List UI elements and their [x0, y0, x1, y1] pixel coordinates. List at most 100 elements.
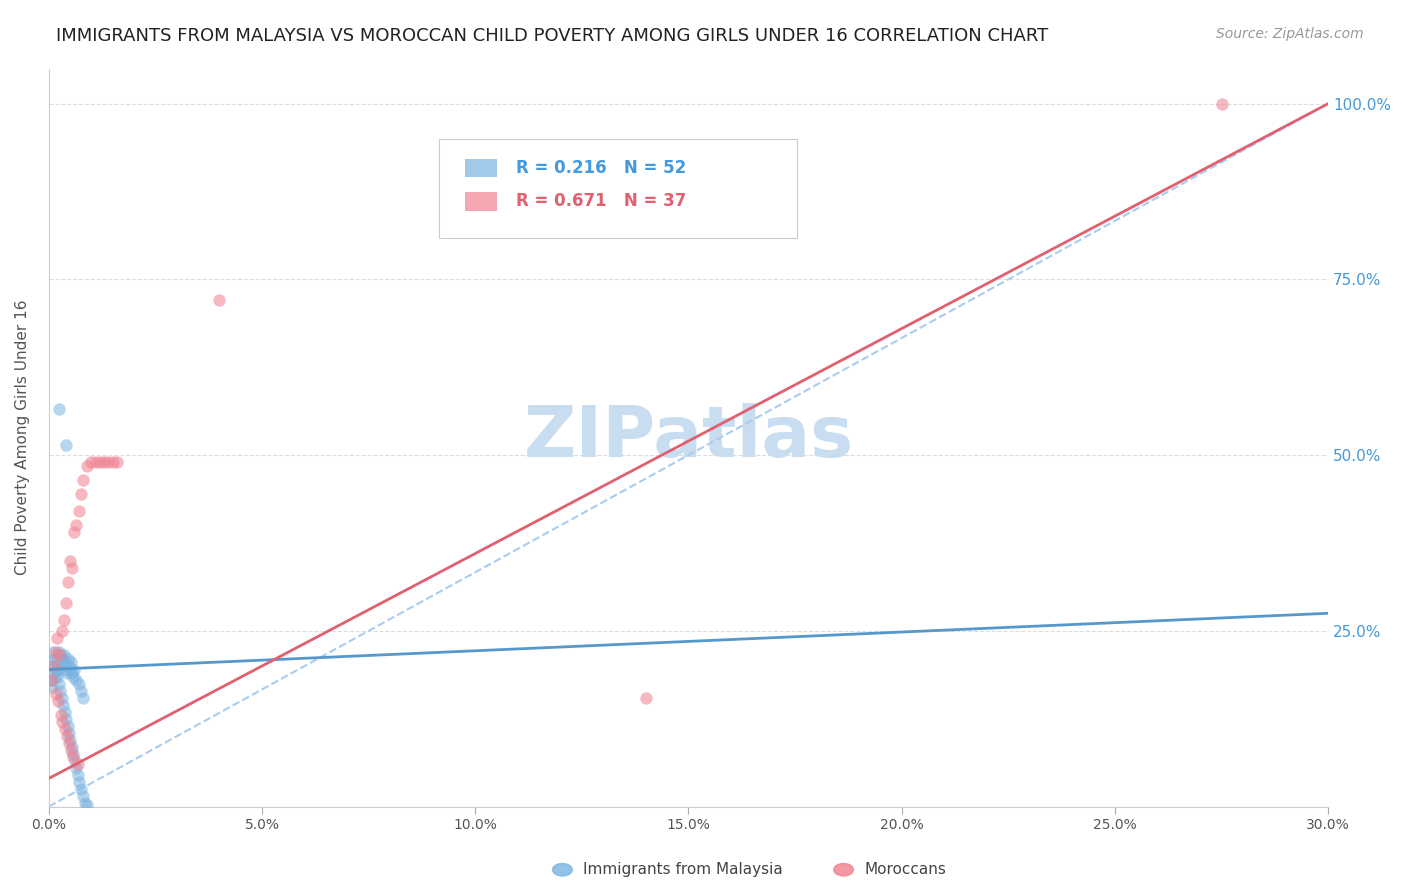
Text: R = 0.216   N = 52: R = 0.216 N = 52 — [516, 159, 686, 178]
Point — [51, 624, 73, 638]
FancyBboxPatch shape — [439, 138, 797, 238]
Point — [72, 789, 94, 803]
Point — [76, 458, 98, 473]
Point — [52, 648, 75, 663]
Point — [45, 687, 67, 701]
Point — [84, 455, 107, 469]
Point — [48, 645, 70, 659]
Point — [67, 504, 90, 518]
Point — [89, 455, 111, 469]
Point — [65, 761, 87, 775]
Point — [46, 663, 69, 677]
Point — [69, 487, 91, 501]
Point — [59, 553, 82, 567]
Point — [58, 659, 80, 673]
Point — [44, 652, 66, 666]
Point — [55, 663, 77, 677]
Point — [76, 798, 98, 813]
Point — [62, 750, 84, 764]
Point — [69, 775, 91, 789]
Point — [60, 666, 83, 681]
Point — [53, 656, 76, 670]
Point — [56, 574, 79, 589]
Point — [48, 402, 70, 417]
Point — [63, 754, 86, 768]
Point — [45, 652, 67, 666]
Point — [62, 747, 84, 761]
Point — [59, 732, 82, 747]
Point — [55, 666, 77, 681]
Point — [42, 645, 65, 659]
Point — [44, 669, 66, 683]
Point — [45, 645, 67, 659]
Point — [634, 690, 657, 705]
Point — [67, 676, 90, 690]
Point — [41, 659, 63, 673]
Point — [46, 659, 69, 673]
Point — [93, 455, 115, 469]
FancyBboxPatch shape — [464, 159, 496, 178]
Text: ZIPatlas: ZIPatlas — [523, 403, 853, 472]
Point — [56, 652, 79, 666]
Point — [49, 683, 72, 698]
Point — [59, 656, 82, 670]
Text: Source: ZipAtlas.com: Source: ZipAtlas.com — [1216, 27, 1364, 41]
Point — [105, 455, 128, 469]
Point — [66, 768, 89, 782]
Point — [55, 596, 77, 610]
Point — [41, 680, 63, 694]
FancyBboxPatch shape — [464, 192, 496, 211]
Point — [63, 663, 86, 677]
Point — [60, 739, 83, 754]
Point — [52, 613, 75, 627]
Point — [48, 676, 70, 690]
Point — [97, 455, 120, 469]
Point — [72, 690, 94, 705]
Point — [66, 757, 89, 772]
Text: Moroccans: Moroccans — [865, 863, 946, 877]
Point — [101, 455, 124, 469]
Point — [49, 708, 72, 723]
Point — [55, 729, 77, 743]
Point — [1211, 96, 1233, 111]
Point — [52, 698, 75, 712]
Point — [53, 723, 76, 737]
Point — [62, 669, 84, 683]
Point — [58, 736, 80, 750]
Text: Immigrants from Malaysia: Immigrants from Malaysia — [583, 863, 783, 877]
Point — [51, 690, 73, 705]
Point — [55, 437, 77, 451]
Text: IMMIGRANTS FROM MALAYSIA VS MOROCCAN CHILD POVERTY AMONG GIRLS UNDER 16 CORRELAT: IMMIGRANTS FROM MALAYSIA VS MOROCCAN CHI… — [56, 27, 1049, 45]
Text: R = 0.671   N = 37: R = 0.671 N = 37 — [516, 193, 686, 211]
Point — [51, 715, 73, 730]
Point — [41, 673, 63, 687]
Point — [49, 648, 72, 663]
Point — [69, 683, 91, 698]
Y-axis label: Child Poverty Among Girls Under 16: Child Poverty Among Girls Under 16 — [15, 300, 30, 575]
Point — [80, 455, 103, 469]
Point — [55, 712, 77, 726]
Point — [73, 796, 96, 810]
Point — [208, 293, 231, 308]
Point — [59, 663, 82, 677]
Point — [60, 743, 83, 757]
Point — [45, 669, 67, 683]
Point — [46, 694, 69, 708]
Point — [51, 652, 73, 666]
Point — [52, 659, 75, 673]
Point — [65, 518, 87, 533]
Point — [72, 473, 94, 487]
Point — [46, 631, 69, 645]
Point — [58, 726, 80, 740]
Point — [60, 560, 83, 574]
Point — [65, 673, 87, 687]
Point — [48, 648, 70, 663]
Point — [45, 663, 67, 677]
Point — [42, 666, 65, 681]
Point — [42, 659, 65, 673]
Point — [63, 525, 86, 540]
Point — [56, 719, 79, 733]
Point — [39, 673, 62, 687]
Point — [70, 782, 93, 797]
Point — [53, 705, 76, 719]
